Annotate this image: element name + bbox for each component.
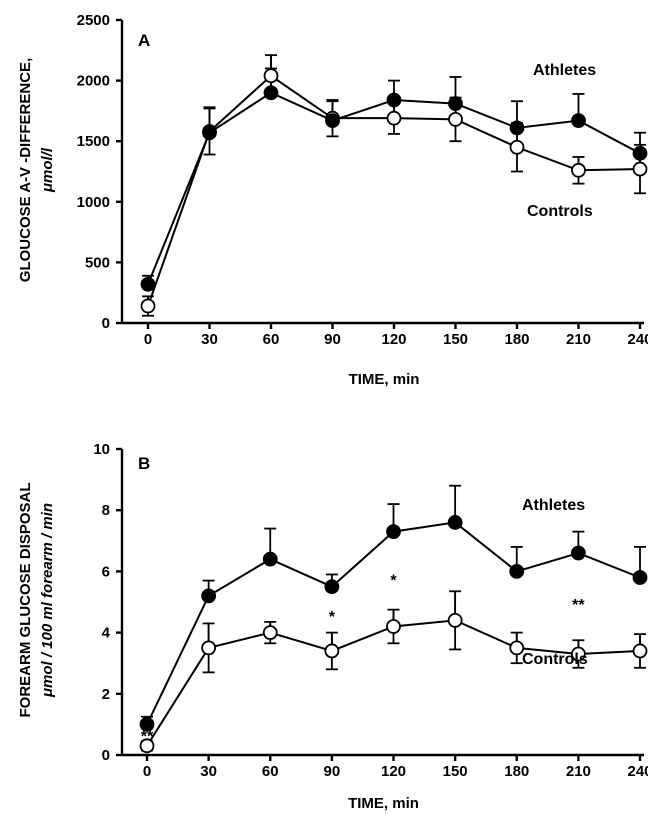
x-tick-label: 0: [143, 763, 151, 780]
y-tick-label: 6: [102, 563, 110, 580]
y-tick-label: 2500: [77, 12, 110, 29]
data-point-controls: [324, 643, 340, 659]
data-point-controls: [262, 625, 278, 640]
data-point-controls: [509, 640, 525, 656]
data-point-athletes: [632, 570, 648, 585]
data-point-athletes: [262, 551, 278, 567]
data-point-controls: [448, 111, 463, 127]
y-tick-label: 0: [102, 315, 110, 332]
data-point-athletes: [509, 564, 525, 579]
series-label-athletes: Athletes: [522, 497, 585, 514]
series-label-controls: Controls: [527, 203, 593, 220]
data-point-athletes: [324, 579, 340, 595]
y-tick-label: 8: [102, 502, 110, 519]
x-tick-label: 120: [381, 763, 406, 780]
x-tick-label: 180: [504, 331, 529, 348]
x-axis-label: TIME, min: [349, 371, 420, 388]
y-tick-label: 0: [102, 747, 110, 764]
x-tick-label: 240: [627, 331, 648, 348]
y-tick-label: 10: [93, 441, 110, 458]
y-tick-label: 2: [102, 686, 110, 703]
significance-marker: **: [141, 729, 154, 746]
x-tick-label: 150: [443, 763, 468, 780]
data-point-controls: [571, 162, 586, 178]
panel-b: 0 2 4 6 8 10 0 30 60 90 120 150 180 210 240 TIME, min FO…: [17, 441, 648, 812]
y-axis-unit-label: μmol/l: [39, 147, 56, 193]
x-tick-label: 180: [504, 763, 529, 780]
data-point-controls: [263, 68, 279, 84]
panel-a: 0 500 1000 1500 2000 2500 0 30 60 90 120 150 180 210 2…: [17, 12, 648, 388]
data-point-athletes: [140, 276, 156, 292]
x-tick-label: 90: [324, 331, 341, 348]
x-tick-label: 30: [201, 331, 218, 348]
data-point-athletes: [202, 125, 217, 141]
y-axis-label: GLOUCOSE A-V -DIFFERENCE,: [17, 58, 34, 282]
data-point-athletes: [447, 515, 463, 530]
significance-marker: **: [572, 597, 585, 614]
x-tick-label: 150: [443, 331, 468, 348]
data-point-athletes: [386, 92, 402, 108]
x-tick-label: 120: [381, 331, 406, 348]
x-tick-label: 210: [566, 763, 591, 780]
x-tick-label: 30: [200, 763, 217, 780]
data-point-athletes: [325, 113, 340, 128]
significance-marker: *: [390, 573, 397, 590]
y-tick-label: 2000: [77, 73, 110, 90]
data-point-athletes: [570, 545, 586, 561]
data-point-athletes: [571, 113, 586, 128]
x-tick-label: 90: [324, 763, 341, 780]
data-point-athletes: [263, 85, 279, 101]
series-label-controls: Controls: [522, 651, 588, 668]
y-tick-label: 4: [102, 625, 111, 642]
data-point-athletes: [201, 588, 217, 604]
x-tick-label: 60: [263, 331, 280, 348]
x-tick-label: 240: [627, 763, 648, 780]
panel-label: A: [138, 31, 150, 50]
data-point-athletes: [386, 524, 401, 540]
data-point-controls: [632, 643, 648, 659]
data-point-controls: [632, 161, 648, 177]
data-point-controls: [201, 640, 217, 656]
y-tick-label: 1000: [77, 194, 110, 211]
x-tick-label: 0: [144, 331, 152, 348]
data-point-athletes: [139, 717, 155, 732]
x-tick-label: 210: [566, 331, 591, 348]
data-point-athletes: [632, 145, 648, 161]
panel-label: B: [138, 454, 150, 473]
y-axis-label: FOREARM GLUCOSE DISPOSAL: [17, 482, 34, 717]
data-point-athletes: [448, 96, 463, 112]
data-point-athletes: [509, 120, 525, 136]
y-axis-unit-label: μmol / 100 ml forearm / min: [39, 503, 56, 698]
y-tick-label: 1500: [77, 133, 110, 150]
x-axis-label: TIME, min: [348, 795, 419, 812]
data-point-controls: [386, 619, 401, 634]
data-point-controls: [509, 139, 525, 155]
y-tick-label: 500: [85, 254, 110, 271]
x-tick-label: 60: [262, 763, 279, 780]
significance-marker: *: [329, 609, 336, 626]
data-point-controls: [570, 646, 586, 662]
data-point-controls: [139, 738, 155, 754]
data-point-controls: [386, 110, 402, 126]
data-point-controls: [447, 612, 463, 628]
series-label-athletes: Athletes: [533, 62, 596, 79]
data-point-controls: [140, 298, 156, 314]
